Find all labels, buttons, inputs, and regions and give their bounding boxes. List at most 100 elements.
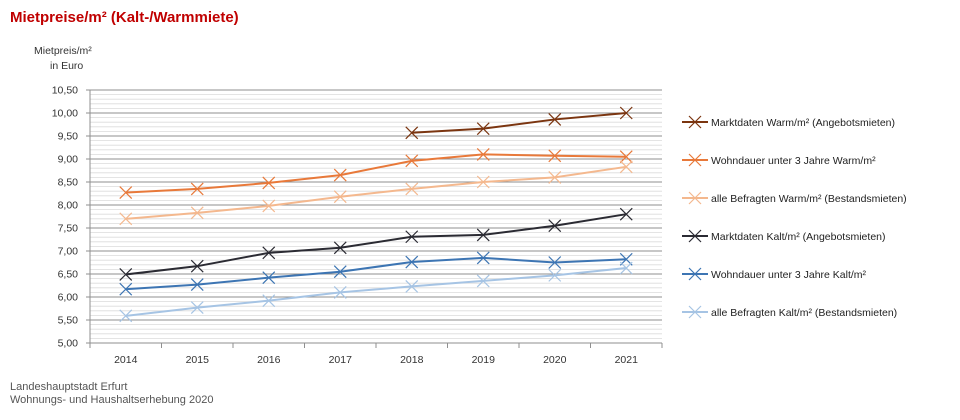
legend-item: alle Befragten Warm/m² (Bestandsmieten) [682,191,907,205]
legend-label: alle Befragten Warm/m² (Bestandsmieten) [711,193,907,205]
x-tick-labels: 2014 2015 2016 2017 2018 2019 2020 2021 [114,354,638,366]
footer-line-1: Landeshauptstadt Erfurt [10,381,128,393]
data-point-marker [119,282,133,296]
series-line [125,153,627,194]
data-point-marker [405,182,419,196]
y-axis-label-line-1: Mietpreis/m² [34,45,92,57]
data-point-marker [548,113,562,126]
data-point-marker [405,279,419,293]
series-line [125,267,627,317]
y-tick-label: 9,00 [58,154,79,166]
legend-item: Marktdaten Warm/m² (Angebotsmieten) [682,115,895,129]
series-line [125,256,627,291]
y-tick-label: 10,00 [52,108,78,120]
data-point-marker [190,206,204,220]
data-point-marker [333,285,347,299]
series-5 [119,251,633,296]
y-tick-label: 10,50 [52,85,78,97]
data-point-marker [333,265,347,279]
data-point-marker [262,176,276,190]
data-point-marker [619,160,633,174]
data-point-marker [119,212,133,226]
data-point-marker [333,241,347,255]
y-tick-label: 6,00 [58,292,79,304]
data-point-marker [262,294,276,308]
y-tick-label: 5,00 [58,338,79,350]
y-tick-label: 8,00 [58,200,79,212]
series-2 [119,147,633,200]
x-tick-label: 2020 [543,354,567,366]
series-line [125,213,627,276]
legend-swatch-marker [688,305,702,319]
footer-line-2: Wohnungs- und Haushaltserhebung 2020 [10,394,214,406]
series-3 [119,160,633,226]
data-point-marker [619,261,633,275]
data-point-marker [619,150,633,164]
legend-label: alle Befragten Kalt/m² (Bestandsmieten) [711,307,897,319]
axes [86,89,663,348]
y-axis-label: Mietpreis/m² in Euro [34,44,92,74]
legend: Marktdaten Warm/m² (Angebotsmieten) Wohnd… [682,115,907,319]
series-6 [119,261,633,323]
y-tick-label: 7,00 [58,246,79,258]
series-1 [405,106,633,140]
y-tick-labels: 5,00 5,50 6,00 6,50 7,00 7,50 8,00 8,50 9,00 9,50… [52,85,78,350]
data-point-marker [619,207,633,221]
data-point-marker [548,256,562,269]
legend-label: Wohndauer unter 3 Jahre Warm/m² [711,155,876,167]
y-tick-label: 5,50 [58,315,79,327]
legend-swatch-marker [688,267,702,281]
legend-swatch-marker [688,115,702,129]
data-point-marker [405,230,419,244]
data-point-marker [619,106,633,120]
y-tick-label: 6,50 [58,269,79,281]
data-point-marker [548,268,562,282]
data-point-marker [405,126,419,140]
y-tick-label: 7,50 [58,223,79,235]
data-point-marker [262,271,276,285]
series-line [125,165,627,220]
data-point-marker [405,255,419,269]
x-tick-label: 2021 [615,354,639,366]
data-point-marker [119,186,133,200]
legend-item: Wohndauer unter 3 Jahre Kalt/m² [682,267,867,281]
y-tick-label: 9,50 [58,131,79,143]
legend-item: Marktdaten Kalt/m² (Angebotsmieten) [682,229,886,243]
data-point-marker [476,122,490,136]
x-tick-label: 2018 [400,354,424,366]
legend-item: Wohndauer unter 3 Jahre Warm/m² [682,153,876,167]
x-tick-label: 2015 [186,354,210,366]
data-point-marker [548,170,562,184]
data-point-marker [190,259,204,273]
x-tick-label: 2019 [472,354,496,366]
data-point-marker [476,175,490,189]
grid-lines [90,89,662,344]
series-lines [119,106,633,323]
y-axis-label-line-2: in Euro [50,60,84,72]
data-point-marker [119,309,133,323]
series-line [411,112,627,134]
chart-title: Mietpreise/m² (Kalt-/Warmmiete) [10,9,239,26]
data-point-marker [190,278,204,292]
data-point-marker [119,268,133,281]
x-tick-label: 2017 [329,354,353,366]
data-point-marker [262,246,276,260]
legend-swatch-marker [688,153,702,167]
data-point-marker [190,182,204,196]
x-tick-label: 2016 [257,354,281,366]
data-point-marker [333,168,347,182]
footer: Landeshauptstadt Erfurt Wohnungs- und Ha… [10,381,213,407]
data-point-marker [262,199,276,213]
legend-swatch-marker [688,229,702,243]
data-point-marker [476,274,490,288]
data-point-marker [476,228,490,242]
data-point-marker [405,154,419,168]
legend-swatch-marker [688,191,702,205]
data-point-marker [548,219,562,233]
x-tick-label: 2014 [114,354,138,366]
legend-item: alle Befragten Kalt/m² (Bestandsmieten) [682,305,897,319]
data-point-marker [476,147,490,161]
y-tick-label: 8,50 [58,177,79,189]
legend-label: Marktdaten Warm/m² (Angebotsmieten) [711,117,895,129]
